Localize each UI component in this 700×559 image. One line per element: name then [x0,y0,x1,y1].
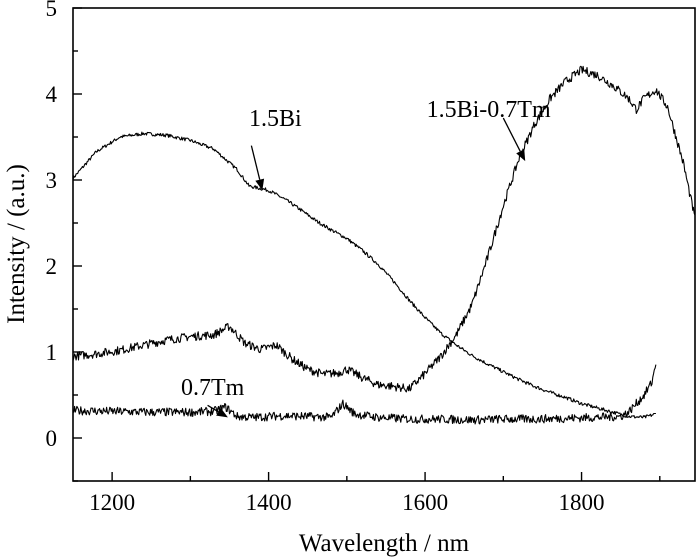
annotation-label-0-7tm: 0.7Tm [181,375,245,401]
plot-frame [72,7,696,482]
y-tick-label: 4 [46,82,58,107]
x-tick-label: 1400 [246,490,292,515]
x-tick-label: 1600 [402,490,448,515]
series-layer [73,65,695,425]
y-tick-label: 1 [46,340,58,365]
annotation-arrow-1-5bi-0-7tm [502,117,521,152]
series-1-5bi-0-7tm [73,65,695,393]
y-tick-label: 3 [46,168,58,193]
annotation-arrowhead-0-7tm [216,407,228,418]
x-tick-label: 1200 [89,490,135,515]
series-1-5bi [73,131,656,419]
y-tick-label: 5 [46,0,58,21]
y-tick-label: 0 [46,426,58,451]
tick-layer: 1200 1400 1600 1800 0 1 2 3 4 5 [46,0,661,515]
annotation-layer: 1.5Bi 1.5Bi-0.7Tm 0.7Tm [181,97,551,418]
annotation-label-1-5bi: 1.5Bi [249,106,302,132]
annotation-arrowhead-1-5bi [255,178,265,191]
annotation-arrowhead-1-5bi-0-7tm [516,149,526,162]
x-tick-label: 1800 [559,490,605,515]
series-0-7tm [73,364,657,425]
annotation-arrow-0-7tm [207,404,219,413]
x-axis-label: Wavelength / nm [299,530,470,557]
annotation-arrow-1-5bi [250,145,261,180]
y-axis-label: Intensity / (a.u.) [3,164,30,324]
y-tick-label: 2 [46,254,58,279]
annotation-label-1-5bi-0-7tm: 1.5Bi-0.7Tm [427,97,551,123]
